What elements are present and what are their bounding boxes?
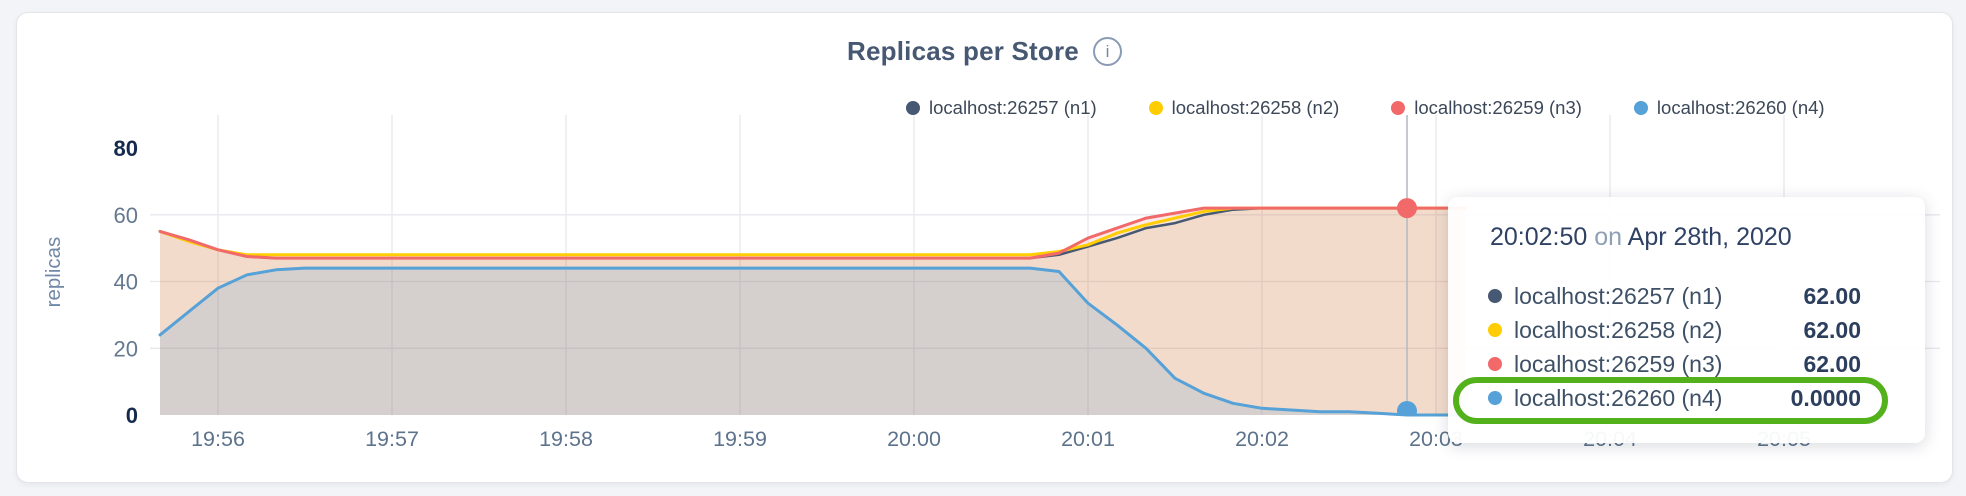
tooltip-label-n1: localhost:26257 (n1)	[1514, 282, 1723, 309]
x-tick-label: 19:56	[191, 427, 245, 451]
y-tick-label: 20	[114, 336, 138, 361]
tooltip-timestamp: 20:02:50 on Apr 28th, 2020	[1490, 223, 1792, 252]
x-tick-label: 19:58	[539, 427, 593, 451]
tooltip-on-word: on	[1594, 223, 1623, 251]
hover-dot-n4[interactable]	[1397, 401, 1417, 421]
x-tick-label: 20:02	[1235, 427, 1289, 451]
hover-dot-n3[interactable]	[1397, 198, 1417, 219]
x-tick-label: 19:57	[365, 427, 419, 451]
tooltip-value-n2: 62.00	[1803, 316, 1861, 343]
series-area-n2	[160, 208, 1465, 415]
legend-dot-n1-icon	[906, 101, 920, 115]
series-line-n4[interactable]	[158, 266, 1467, 417]
tooltip-label-n4: localhost:26260 (n4)	[1514, 384, 1723, 411]
tooltip-date: Apr 28th, 2020	[1627, 223, 1792, 251]
info-icon[interactable]: i	[1092, 37, 1122, 66]
legend-label-n1: localhost:26257 (n1)	[929, 97, 1097, 118]
tooltip-dot-n3-icon	[1488, 357, 1502, 371]
legend-dot-n2-icon	[1148, 101, 1163, 115]
legend-item-n4[interactable]: localhost:26260 (n4)	[1633, 97, 1825, 119]
x-tick-label: 19:59	[713, 427, 767, 451]
chart-title: Replicas per Store	[847, 36, 1079, 66]
tooltip-row-n2: localhost:26258 (n2) 62.00	[1488, 313, 1861, 347]
x-tick-label: 20:01	[1061, 427, 1115, 451]
y-axis-title: replicas	[42, 237, 65, 308]
chart-header: Replicas per Store i	[16, 36, 1953, 67]
tooltip-row-n4: localhost:26260 (n4) 0.0000	[1488, 381, 1861, 415]
x-tick-label: 20:00	[887, 427, 941, 451]
y-tick-label: 80	[114, 136, 138, 161]
legend-label-n2: localhost:26258 (n2)	[1171, 97, 1340, 118]
legend-dot-n4-icon	[1633, 101, 1648, 115]
y-tick-label: 0	[126, 403, 138, 428]
tooltip-dot-n1-icon	[1488, 289, 1502, 303]
tooltip-value-n4: 0.0000	[1790, 384, 1861, 411]
tooltip-dot-n4-icon	[1488, 391, 1502, 405]
tooltip-value-n3: 62.00	[1803, 350, 1861, 377]
legend-dot-n3-icon	[1391, 101, 1406, 115]
tooltip-label-n2: localhost:26258 (n2)	[1514, 316, 1723, 343]
chart-legend: localhost:26257 (n1) localhost:26258 (n2…	[906, 97, 1825, 119]
tooltip-value-n1: 62.00	[1803, 282, 1861, 309]
series-area-n1	[160, 208, 1465, 415]
legend-item-n3[interactable]: localhost:26259 (n3)	[1391, 97, 1582, 119]
tooltip-rows: localhost:26257 (n1) 62.00 localhost:262…	[1488, 279, 1861, 415]
legend-item-n1[interactable]: localhost:26257 (n1)	[906, 97, 1097, 119]
series-area-n3	[160, 208, 1465, 415]
tooltip-row-n3: localhost:26259 (n3) 62.00	[1488, 347, 1861, 381]
tooltip-row-n1: localhost:26257 (n1) 62.00	[1488, 279, 1861, 313]
legend-label-n4: localhost:26260 (n4)	[1656, 97, 1825, 118]
y-tick-label: 60	[114, 203, 138, 228]
hover-tooltip: 20:02:50 on Apr 28th, 2020 localhost:262…	[1448, 197, 1925, 443]
tooltip-dot-n2-icon	[1488, 323, 1502, 337]
series-area-n4	[160, 268, 1465, 415]
y-tick-label: 40	[114, 270, 138, 295]
series-line-n3[interactable]	[158, 206, 1467, 260]
tooltip-time: 20:02:50	[1490, 223, 1588, 251]
tooltip-label-n3: localhost:26259 (n3)	[1514, 350, 1723, 377]
legend-item-n2[interactable]: localhost:26258 (n2)	[1148, 97, 1340, 119]
legend-label-n3: localhost:26259 (n3)	[1414, 97, 1582, 118]
